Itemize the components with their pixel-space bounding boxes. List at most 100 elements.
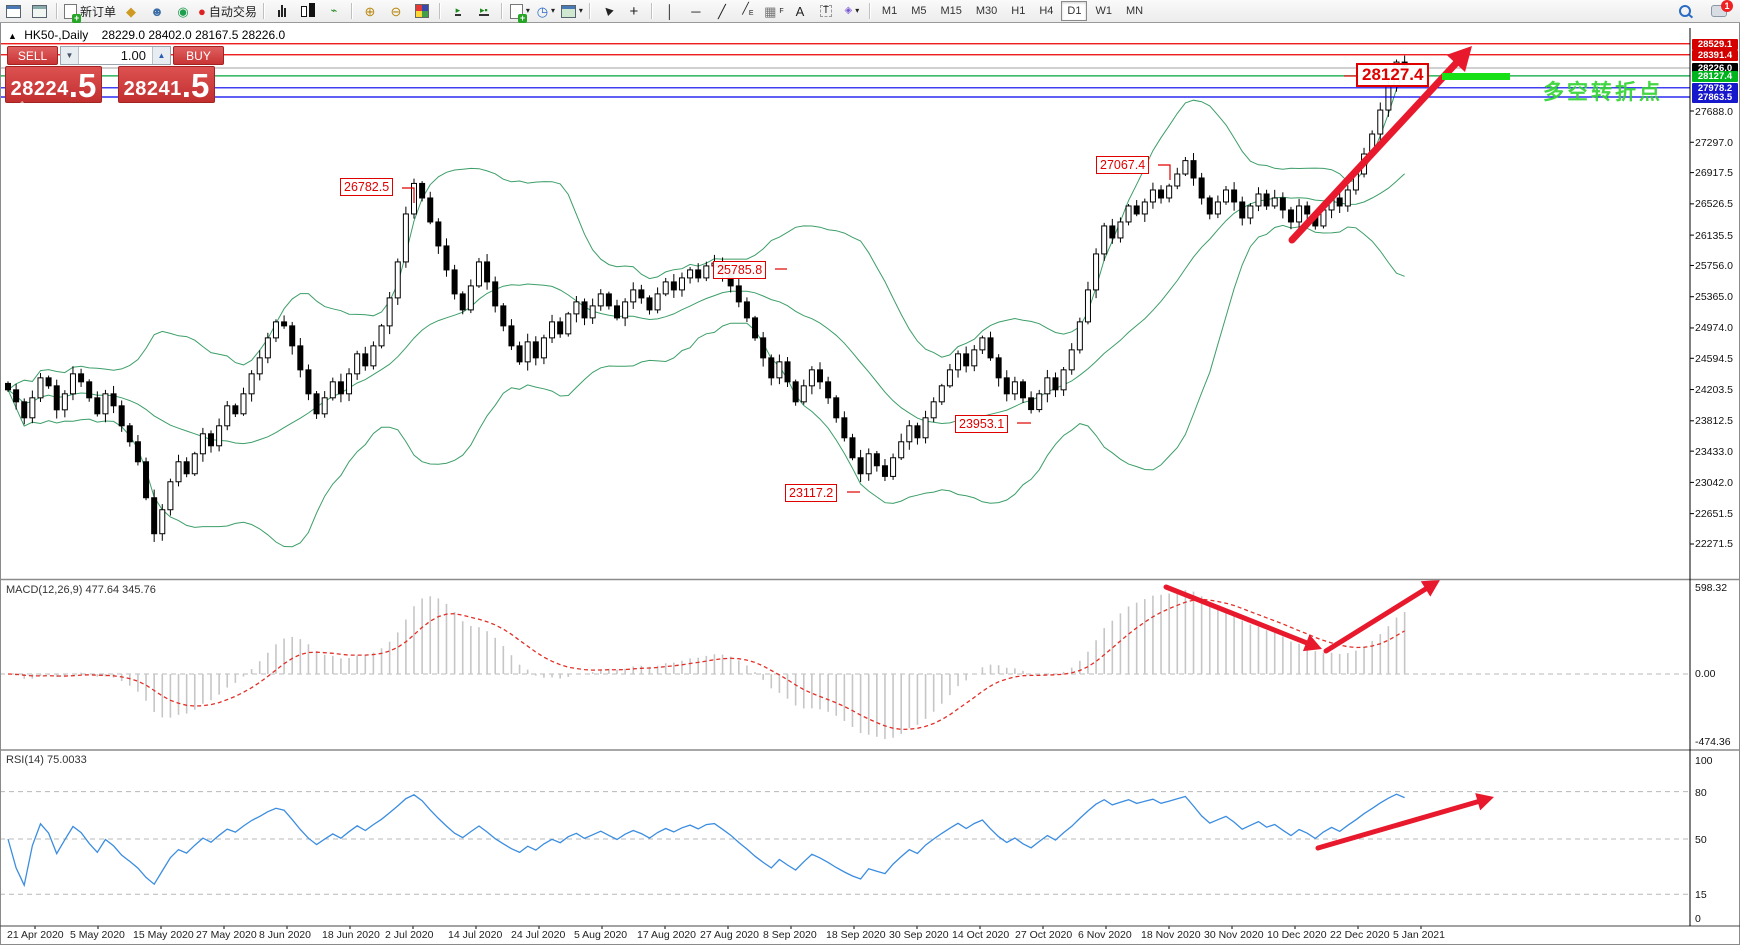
autotrading-button[interactable]: ● 自动交易 (196, 1, 259, 21)
autotrading-label: 自动交易 (208, 4, 257, 19)
auto-scroll-icon[interactable]: ▸▪ (479, 5, 489, 16)
toolbar-right: 1 (1672, 0, 1740, 21)
crosshair-tool[interactable]: + (621, 1, 647, 21)
rsi-label: RSI(14) 75.0033 (6, 754, 87, 766)
chevron-down-icon: ▾ (855, 6, 860, 15)
date-label: 15 May 2020 (133, 929, 194, 941)
volume-input[interactable]: 1.00 (120, 48, 146, 63)
rsi-axis-tick: 50 (1695, 834, 1707, 846)
date-label: 5 Jan 2021 (1393, 929, 1445, 941)
timeframe-H1[interactable]: H1 (1011, 5, 1026, 17)
separator (650, 3, 653, 19)
macd-axis-tick: 598.32 (1695, 582, 1728, 594)
grid-tool[interactable]: ▦ F (764, 3, 784, 19)
y-axis-tick: 25365.0 (1695, 291, 1733, 303)
date-label: 18 Nov 2020 (1141, 929, 1201, 941)
notifications-button[interactable]: 1 (1706, 0, 1733, 21)
expert-advisor-icon[interactable]: ☻ (150, 3, 164, 19)
collapse-icon[interactable]: ▲ (8, 31, 17, 41)
periods-button[interactable]: ◷ ▾ (536, 3, 556, 19)
new-order-button[interactable]: + 新订单 (62, 1, 118, 23)
data-window-icon[interactable] (26, 1, 52, 21)
indicators-button[interactable]: + ▾ (507, 1, 533, 23)
date-label: 8 Jun 2020 (259, 929, 311, 941)
date-label: 30 Nov 2020 (1204, 929, 1264, 941)
buy-price-block[interactable]: 28241.5 (118, 66, 215, 103)
zoom-out-icon[interactable]: ⊖ (390, 3, 402, 19)
chart-shift-icon[interactable]: ▸ (454, 5, 462, 16)
timeframe-D1[interactable]: D1 (1061, 1, 1088, 21)
date-label: 27 Oct 2020 (1015, 929, 1073, 941)
timeframe-M5[interactable]: M5 (911, 5, 927, 17)
shapes-tool[interactable]: ◈ ▾ (839, 1, 865, 21)
y-axis-tick: 24594.5 (1695, 353, 1733, 365)
bar-chart-icon[interactable] (269, 1, 295, 21)
y-axis-tick: 26526.5 (1695, 198, 1733, 210)
separator (262, 3, 265, 19)
y-axis-tick: 23812.5 (1695, 415, 1733, 427)
price-label: 23953.1 (955, 415, 1009, 433)
date-label: 18 Jun 2020 (322, 929, 380, 941)
symbol-period-label: HK50-,Daily (24, 28, 89, 42)
chevron-down-icon: ▾ (578, 6, 583, 15)
candlestick-chart-icon[interactable] (295, 1, 321, 21)
y-axis-tick: 23042.0 (1695, 477, 1733, 489)
notification-badge: 1 (1721, 0, 1733, 12)
text-label-tool[interactable]: T (813, 1, 839, 21)
volume-decrease-button[interactable]: ▼ (61, 47, 79, 64)
date-label: 8 Sep 2020 (763, 929, 817, 941)
trendline-tool[interactable]: ╱ (709, 1, 735, 21)
volume-increase-button[interactable]: ▲ (152, 47, 170, 64)
date-label: 14 Oct 2020 (952, 929, 1010, 941)
templates-button[interactable]: ▾ (559, 1, 585, 21)
timeframe-MN[interactable]: MN (1125, 5, 1144, 17)
cursor-tool[interactable]: ▶ (595, 1, 621, 21)
horizontal-line-tool[interactable]: ─ (683, 1, 709, 21)
vline-icon: │ (665, 3, 674, 19)
chart-symbol-title: ▲ HK50-,Daily 28229.0 28402.0 28167.5 28… (8, 28, 285, 42)
separator (350, 3, 353, 19)
text-tool[interactable]: A (787, 1, 813, 21)
hline-icon: ─ (691, 3, 701, 19)
buy-button[interactable]: BUY (173, 46, 224, 65)
timeframe-M30[interactable]: M30 (975, 5, 998, 17)
date-label: 17 Aug 2020 (637, 929, 696, 941)
buy-price-frac: .5 (181, 67, 210, 104)
timeframe-M15[interactable]: M15 (940, 5, 962, 17)
one-click-trade-panel: SELL ▼ 1.00 ▲ BUY 28224.5 28241.5 ❖ (5, 44, 229, 108)
sell-button[interactable]: SELL (7, 46, 58, 65)
market-watch-icon[interactable] (0, 1, 26, 21)
new-order-label: 新订单 (80, 4, 117, 19)
rsi-axis-tick: 15 (1695, 889, 1707, 901)
panel-resize-handle[interactable]: ❖ (19, 101, 26, 108)
buy-price: 28241 (123, 78, 182, 100)
fibonacci-tool[interactable]: ╱E (735, 1, 761, 21)
rsi-axis-tick: 0 (1695, 913, 1701, 925)
zoom-in-icon[interactable]: ⊕ (364, 3, 376, 19)
green-highlight-bar (1442, 73, 1510, 80)
separator (438, 3, 441, 19)
macd-label: MACD(12,26,9) 477.64 345.76 (6, 584, 156, 596)
line-chart-icon[interactable]: ⌁ (330, 4, 338, 17)
price-badge: 28226.0 (1692, 63, 1738, 74)
sell-price-block[interactable]: 28224.5 (5, 66, 102, 103)
autotrading-icon: ● (198, 3, 206, 19)
volume-box: ▼ 1.00 ▲ (60, 46, 171, 65)
y-axis-tick: 22271.5 (1695, 538, 1733, 550)
toolbar: + 新订单 ◆ ☻ ◉ ● 自动交易 ⌁ ⊕ ⊖ ▸ ▸▪ + ▾ ◷ ▾ ▾ ▶ … (0, 0, 1740, 23)
chevron-down-icon: ▾ (551, 6, 556, 15)
timeframe-W1[interactable]: W1 (1095, 5, 1112, 17)
eraser-icon[interactable]: ◆ (126, 3, 137, 19)
fibonacci-icon: ╱E (742, 3, 754, 18)
price-label: 25785.8 (713, 261, 767, 279)
vertical-line-tool[interactable]: │ (657, 1, 683, 21)
timeframe-M1[interactable]: M1 (881, 5, 898, 17)
timeframe-H4[interactable]: H4 (1039, 5, 1054, 17)
tile-windows-icon[interactable] (409, 1, 435, 21)
y-axis-tick: 23433.0 (1695, 446, 1733, 458)
price-badge: 27978.2 (1692, 83, 1738, 94)
date-label: 18 Sep 2020 (826, 929, 886, 941)
signals-icon[interactable]: ◉ (177, 3, 189, 19)
search-button[interactable] (1672, 1, 1698, 21)
